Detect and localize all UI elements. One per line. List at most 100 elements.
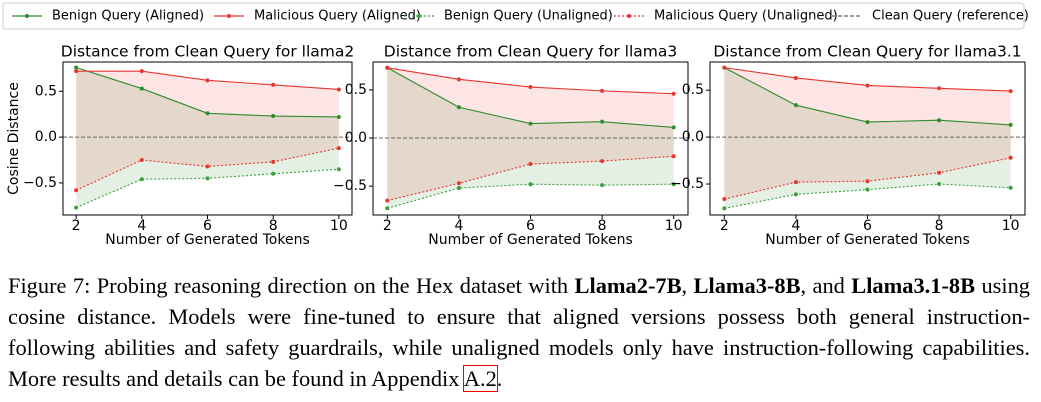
x-axis-label: Number of Generated Tokens bbox=[428, 232, 632, 248]
y-tick-label: 0.5 bbox=[682, 82, 704, 98]
data-point bbox=[793, 192, 798, 197]
x-tick-label: 6 bbox=[203, 218, 212, 234]
data-point bbox=[1008, 185, 1013, 190]
x-tick-label: 10 bbox=[665, 218, 683, 234]
y-axis-label: Cosine Distance bbox=[6, 82, 22, 195]
x-tick-label: 4 bbox=[137, 218, 146, 234]
x-tick-label: 6 bbox=[863, 218, 872, 234]
legend-label: Malicious Query (Aligned) bbox=[254, 9, 421, 24]
caption-model: Llama2-7B bbox=[574, 273, 682, 298]
series-line bbox=[75, 147, 339, 191]
y-tick-label: −0.5 bbox=[670, 176, 704, 192]
data-point bbox=[600, 159, 605, 164]
data-point bbox=[937, 118, 942, 123]
data-point bbox=[139, 69, 144, 74]
data-point bbox=[139, 177, 144, 182]
data-point bbox=[793, 75, 798, 80]
plot-frame bbox=[372, 61, 689, 216]
data-point bbox=[139, 86, 144, 91]
data-point bbox=[336, 87, 341, 92]
chart-title: Distance from Clean Query for llama2 bbox=[61, 43, 354, 61]
data-point bbox=[74, 65, 79, 70]
data-point bbox=[937, 182, 942, 187]
y-tick-label: 0.0 bbox=[682, 129, 704, 145]
x-tick-label: 2 bbox=[383, 218, 392, 234]
caption-model: Llama3.1-8B bbox=[851, 273, 976, 298]
data-point bbox=[865, 120, 870, 125]
data-point bbox=[456, 186, 461, 191]
data-point bbox=[671, 125, 676, 130]
y-tick-label: 0.5 bbox=[35, 83, 57, 99]
y-tick-label: 0.0 bbox=[35, 129, 57, 145]
data-point bbox=[600, 183, 605, 188]
x-tick-label: 4 bbox=[454, 218, 463, 234]
data-point bbox=[1008, 89, 1013, 94]
data-point bbox=[74, 205, 79, 210]
data-point bbox=[793, 180, 798, 185]
data-point bbox=[456, 181, 461, 186]
x-tick-label: 6 bbox=[526, 218, 535, 234]
legend-label: Benign Query (Unaligned) bbox=[444, 9, 613, 24]
legend-marker bbox=[417, 14, 421, 18]
caption-text: Figure 7: Probing reasoning direction on… bbox=[8, 273, 575, 298]
data-point bbox=[271, 82, 276, 87]
data-point bbox=[456, 105, 461, 110]
data-point bbox=[528, 85, 533, 90]
x-tick-label: 2 bbox=[720, 218, 729, 234]
plot-frame bbox=[62, 61, 353, 216]
x-tick-label: 10 bbox=[1002, 218, 1020, 234]
data-point bbox=[671, 91, 676, 96]
data-point bbox=[865, 187, 870, 192]
data-point bbox=[793, 103, 798, 108]
data-point bbox=[271, 171, 276, 176]
data-point bbox=[336, 167, 341, 172]
data-point bbox=[600, 119, 605, 124]
data-point bbox=[336, 114, 341, 119]
caption: Figure 7: Probing reasoning direction on… bbox=[8, 270, 1030, 394]
y-tick-label: −0.5 bbox=[333, 178, 367, 194]
series-line bbox=[387, 155, 674, 202]
x-axis-label: Number of Generated Tokens bbox=[765, 232, 969, 248]
data-point bbox=[671, 182, 676, 187]
data-point bbox=[336, 146, 341, 151]
data-point bbox=[528, 162, 533, 166]
chart-title: Distance from Clean Query for llama3 bbox=[384, 43, 677, 61]
y-tick-label: 0.5 bbox=[345, 82, 367, 98]
x-axis-label: Number of Generated Tokens bbox=[105, 232, 309, 248]
x-tick-label: 8 bbox=[598, 218, 607, 234]
legend-marker bbox=[227, 14, 231, 18]
x-tick-label: 2 bbox=[72, 218, 81, 234]
x-tick-label: 10 bbox=[330, 218, 348, 234]
data-point bbox=[671, 154, 676, 159]
data-point bbox=[139, 158, 144, 163]
caption-model: Llama3-8B bbox=[693, 273, 801, 298]
data-point bbox=[937, 170, 942, 175]
data-point bbox=[74, 188, 79, 193]
data-point bbox=[865, 179, 870, 184]
caption-text: , and bbox=[800, 273, 852, 298]
appendix-link[interactable]: A.2 bbox=[462, 365, 498, 392]
x-tick-label: 8 bbox=[269, 218, 278, 234]
data-point bbox=[205, 176, 210, 181]
data-point bbox=[205, 111, 210, 116]
data-point bbox=[865, 83, 870, 88]
figure: Benign Query (Aligned) Malicious Query (A… bbox=[2, 2, 1029, 248]
data-point bbox=[205, 78, 210, 83]
data-point bbox=[205, 164, 210, 169]
data-point bbox=[271, 114, 276, 119]
legend-box bbox=[2, 2, 1025, 30]
data-point bbox=[456, 77, 461, 82]
legend-marker bbox=[25, 14, 29, 18]
data-point bbox=[1008, 122, 1013, 127]
y-tick-label: −0.5 bbox=[23, 175, 57, 191]
legend-marker bbox=[627, 14, 631, 18]
legend-label: Malicious Query (Unaligned) bbox=[654, 9, 838, 24]
data-point bbox=[937, 86, 942, 91]
caption-text: using cosine distance. Models were fine-… bbox=[8, 273, 1030, 391]
data-point bbox=[271, 159, 276, 164]
data-point bbox=[722, 197, 727, 202]
data-point bbox=[528, 121, 533, 126]
data-point bbox=[385, 206, 390, 211]
caption-text: . bbox=[496, 366, 503, 391]
